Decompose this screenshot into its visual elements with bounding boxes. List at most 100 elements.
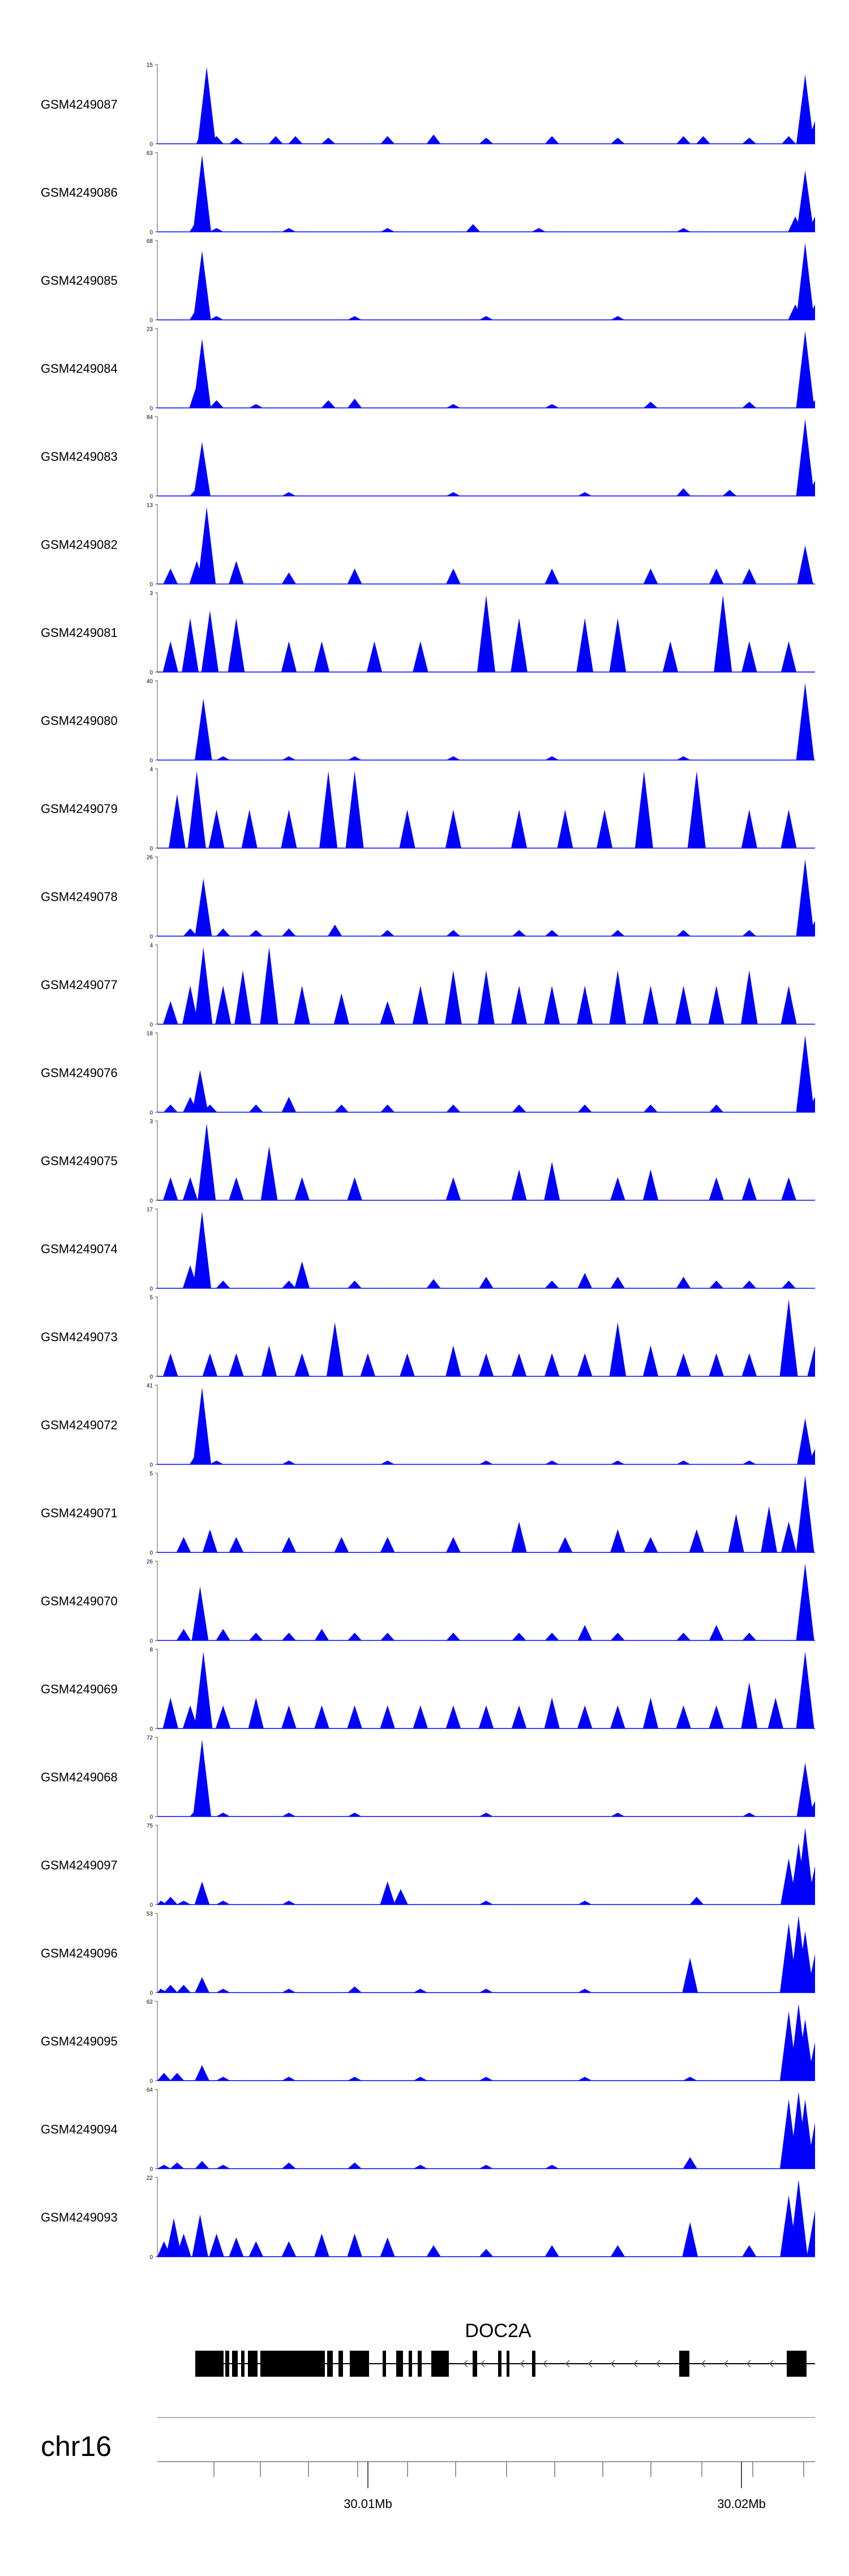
gene-exon [338,2351,343,2377]
signal-peak [511,1353,527,1376]
signal-peak [512,1632,526,1641]
gene-exon [418,2351,422,2377]
signal-peak [282,1812,296,1817]
signal-peak [789,2180,808,2257]
y-max-label: 3 [149,1119,153,1125]
signal-peak [216,756,230,760]
signal-peak [413,1988,427,1993]
signal-peak [162,641,178,672]
signal-peak [676,930,691,936]
track-GSM4249086: GSM4249086 63 0 [41,151,815,236]
signal-peak [314,2233,329,2257]
signal-peak [195,878,212,936]
y-max-label: 18 [147,1031,153,1037]
strand-chevron [723,2360,728,2368]
signal-peak [709,1625,724,1641]
signal-peak [796,1475,814,1552]
strand-chevron [746,2360,751,2368]
track-label: GSM4249076 [41,1066,118,1080]
y-max-label: 5 [149,1295,153,1301]
signal-peak [446,930,461,936]
signal-peak [477,595,495,672]
track-label: GSM4249071 [41,1506,118,1520]
signal-peak [163,1353,178,1376]
y-axis [155,1913,158,1993]
signal-peak [176,1629,191,1641]
y-min-label: 0 [149,1374,153,1380]
signal-peak [380,228,395,232]
signal-peak [163,568,178,584]
signal-peak [796,74,814,144]
signal-peak [676,756,691,760]
signal-peak [781,1521,797,1552]
signal-peak [675,986,692,1024]
y-max-label: 26 [147,855,153,861]
signal-peak [282,1901,296,1905]
signal-peak [676,1353,691,1376]
signal-peak [779,1299,798,1376]
signal-peak [796,1035,814,1112]
signal-peak [781,1177,796,1200]
signal-peak [248,930,263,936]
signal-peak [282,2162,296,2169]
signal-peak [714,595,732,672]
signal-peak [347,1705,362,1728]
gene-exon [409,2351,412,2377]
signal-peak [781,810,797,848]
signal-peak [281,641,297,672]
track-GSM4249094: GSM4249094 64 0 [41,2087,815,2173]
strand-chevron [655,2360,661,2368]
y-axis [155,2089,158,2169]
signal-peak [544,568,559,584]
signal-peak [577,1273,593,1289]
signal-peak [611,930,625,936]
track-label: GSM4249074 [41,1242,118,1256]
signal-peak [345,771,364,848]
signal-peak [577,1353,593,1376]
signal-peak [163,1177,178,1200]
signal-peak [479,138,494,144]
y-max-label: 68 [147,238,153,245]
signal-peak [466,224,481,232]
signal-peak [194,442,211,496]
signal-peak [281,1537,297,1552]
signal-peak [683,2157,697,2169]
signal-peak [195,1977,209,1993]
signal-peak [216,2077,230,2081]
signal-peak [177,1901,191,1905]
signal-peak [228,618,245,672]
signal-peak [446,404,461,408]
signal-peak [260,1146,278,1200]
signal-peak [163,1897,178,1905]
signal-peak [209,400,224,408]
y-min-label: 0 [149,846,153,852]
signal-peak [807,2122,815,2169]
signal-peak [177,1984,191,1993]
signal-peak [808,480,815,496]
signal-peak [348,2162,362,2169]
signal-peak [380,1537,395,1552]
signal-peak [807,121,815,144]
signal-peak [314,641,330,672]
y-axis [155,416,158,497]
y-min-label: 0 [149,670,153,676]
signal-peak [216,1812,230,1817]
signal-peak [347,568,362,584]
y-min-label: 0 [149,1991,153,1997]
axis-tick-label: 30.01Mb [344,2497,392,2511]
signal-peak [288,136,303,144]
signal-peak [445,810,461,848]
signal-peak [642,1345,659,1376]
y-min-label: 0 [149,1198,153,1204]
signal-peak [157,2164,171,2169]
track-label: GSM4249073 [41,1330,118,1344]
track-label: GSM4249075 [41,1154,118,1168]
signal-peak [479,1812,494,1817]
signal-peak [544,1162,560,1200]
signal-peak [157,2073,171,2081]
signal-peak [446,492,461,496]
signal-peak [193,155,212,232]
y-axis [155,1296,158,1377]
signal-peak [380,136,395,144]
